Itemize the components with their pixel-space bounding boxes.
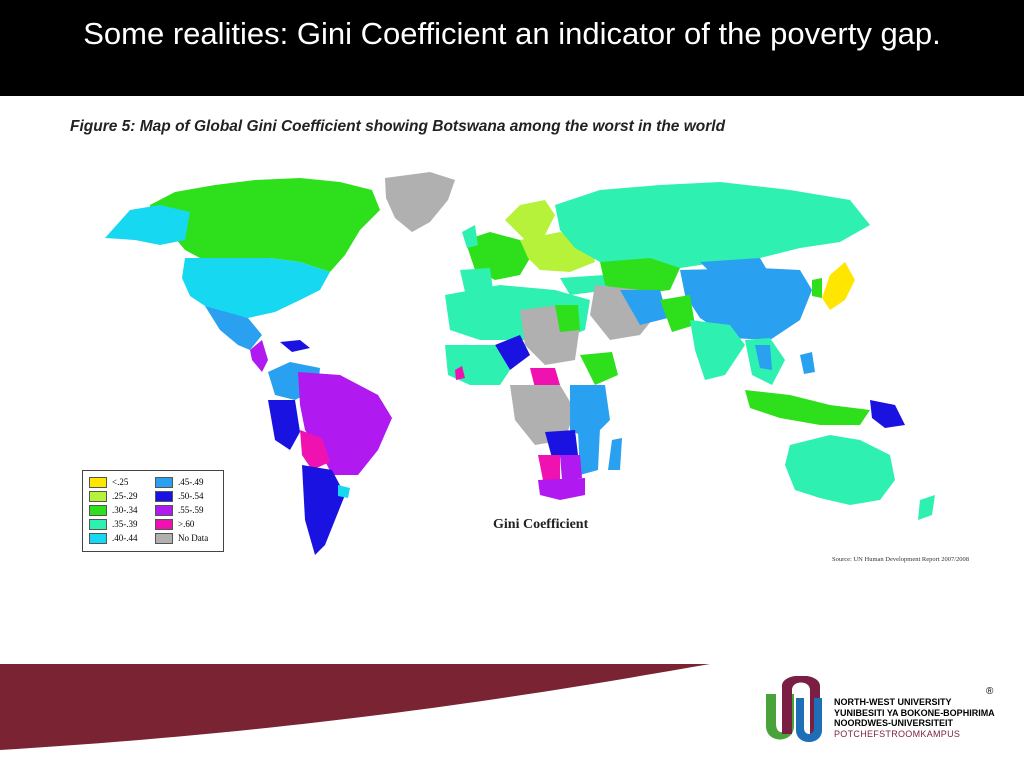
legend-swatch: [89, 490, 107, 502]
indonesia: [745, 390, 870, 425]
legend-swatch: [89, 532, 107, 544]
legend-swatch: [89, 518, 107, 530]
university-name: NORTH-WEST UNIVERSITY YUNIBESITI YA BOKO…: [834, 697, 995, 739]
university-name-en: NORTH-WEST UNIVERSITY: [834, 697, 952, 707]
korea: [812, 278, 822, 298]
legend-label: >.60: [178, 519, 195, 529]
new-zealand: [918, 495, 935, 520]
central-african-republic: [530, 368, 560, 388]
legend-item: .40-.44: [89, 532, 138, 544]
argentina-chile: [302, 465, 345, 555]
university-name-tn: YUNIBESITI YA BOKONE-BOPHIRIMA: [834, 707, 995, 718]
legend-swatch: [155, 490, 173, 502]
legend-item: .30-.34: [89, 504, 138, 516]
russia: [555, 182, 870, 270]
central-america: [250, 340, 268, 372]
legend-label: .25-.29: [112, 491, 138, 501]
zambia: [545, 430, 578, 458]
legend-swatch: [89, 504, 107, 516]
usa: [182, 258, 330, 318]
east-africa: [570, 385, 610, 440]
alaska: [105, 205, 190, 245]
legend-label: No Data: [178, 533, 209, 543]
caribbean: [280, 340, 310, 352]
uruguay: [338, 485, 350, 498]
western-europe: [465, 232, 530, 280]
madagascar: [608, 438, 622, 470]
india: [690, 320, 745, 380]
iberia: [460, 268, 493, 292]
legend-item: No Data: [155, 532, 208, 544]
legend-item: .25-.29: [89, 490, 138, 502]
legend-swatch: [155, 504, 173, 516]
legend-label: .40-.44: [112, 533, 138, 543]
australia: [785, 435, 895, 505]
legend-swatch: [155, 518, 173, 530]
egypt: [555, 305, 580, 332]
footer-band: [0, 664, 710, 750]
university-logo: [760, 675, 1010, 756]
nwu-emblem-icon: [766, 675, 822, 742]
ethiopia: [580, 352, 618, 385]
legend-label: .50-.54: [178, 491, 204, 501]
university-name-af: NOORDWES-UNIVERSITEIT: [834, 718, 954, 728]
map-title: Gini Coefficient: [493, 517, 589, 532]
philippines: [800, 352, 815, 374]
legend-item: <.25: [89, 476, 128, 488]
legend-label: .55-.59: [178, 505, 204, 515]
kazakhstan: [600, 258, 680, 295]
greenland: [385, 172, 455, 232]
map-legend: <.25 .25-.29 .30-.34 .35-.39 .40-.44 .45…: [82, 470, 224, 552]
legend-label: .30-.34: [112, 505, 138, 515]
legend-swatch: [155, 532, 173, 544]
mexico: [205, 306, 262, 350]
legend-item: .55-.59: [155, 504, 204, 516]
iran: [620, 290, 668, 325]
mozambique: [578, 428, 600, 475]
niger-mali: [495, 335, 530, 370]
registered-mark: ®: [986, 686, 994, 697]
legend-swatch: [155, 476, 173, 488]
legend-label: <.25: [112, 477, 129, 487]
papua-new-guinea: [870, 400, 905, 428]
source-note: Source: UN Human Development Report 2007…: [832, 556, 970, 563]
uk: [462, 225, 478, 248]
peru: [268, 400, 300, 450]
legend-label: .35-.39: [112, 519, 138, 529]
canada: [150, 178, 380, 272]
figure-caption: Figure 5: Map of Global Gini Coefficient…: [70, 118, 726, 135]
botswana: [560, 455, 582, 480]
pakistan-afghanistan: [660, 295, 695, 332]
japan: [822, 262, 855, 310]
central-africa: [510, 385, 575, 445]
south-africa: [538, 478, 585, 500]
campus-name: POTCHEFSTROOMKAMPUS: [834, 728, 961, 739]
legend-item: >.60: [155, 518, 194, 530]
china: [680, 268, 812, 340]
legend-swatch: [89, 476, 107, 488]
bolivia: [300, 430, 330, 470]
sierra-leone: [455, 366, 465, 380]
slide-title: Some realities: Gini Coefficient an indi…: [83, 16, 941, 51]
thailand: [755, 345, 772, 370]
title-bar: Some realities: Gini Coefficient an indi…: [0, 0, 1024, 96]
legend-label: .45-.49: [178, 477, 204, 487]
footer-swoosh: [0, 664, 710, 750]
legend-item: .45-.49: [155, 476, 204, 488]
legend-item: .50-.54: [155, 490, 204, 502]
scandinavia: [505, 200, 555, 240]
legend-item: .35-.39: [89, 518, 138, 530]
